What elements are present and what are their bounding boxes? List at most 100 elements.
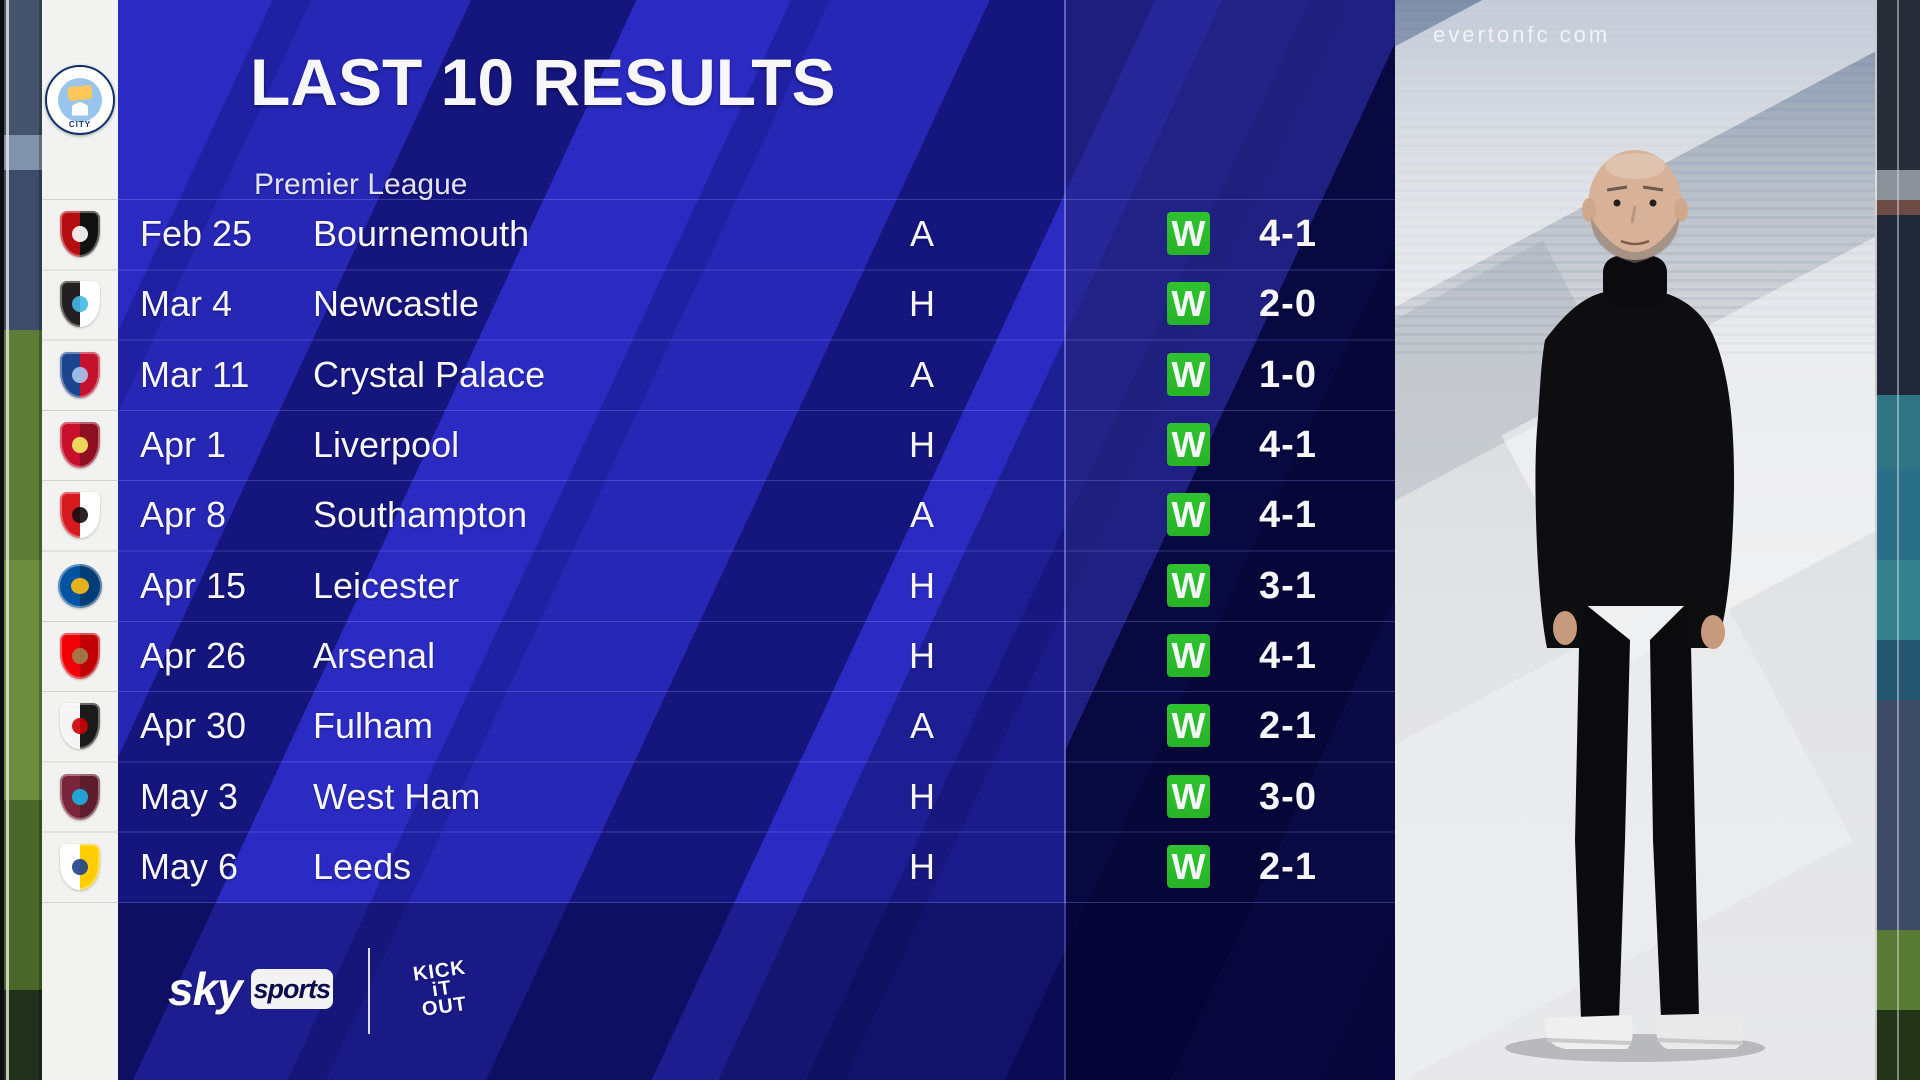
sky-logo-text: sky: [168, 963, 243, 1015]
venue-indicator: H: [909, 565, 935, 606]
liverpool-badge-icon: [60, 422, 100, 468]
opponent-name: Crystal Palace: [313, 354, 546, 395]
footer-divider-line: [368, 948, 370, 1034]
venue-indicator: H: [909, 635, 935, 676]
table-row: May 3 West Ham H W 3-0: [118, 762, 1395, 832]
venue-indicator: A: [909, 213, 934, 254]
table-row: Mar 4 Newcastle H W 2-0: [118, 269, 1395, 339]
opponent-badge-cell-leeds: [42, 832, 118, 902]
match-score: 2-1: [1259, 705, 1317, 747]
match-score: 4-1: [1259, 635, 1317, 677]
table-row: Apr 1 Liverpool H W 4-1: [118, 410, 1395, 480]
arsenal-badge-icon: [60, 633, 100, 679]
match-score: 4-1: [1259, 424, 1317, 466]
bournemouth-badge-icon: [60, 211, 100, 257]
west-ham-badge-icon: [60, 774, 100, 820]
manchester-city-badge: CITY: [45, 64, 115, 135]
manager-photo-area: evertonfc com: [1395, 0, 1875, 1080]
win-badge: W: [1167, 775, 1210, 818]
win-badge: W: [1167, 493, 1210, 536]
opponent-name: Fulham: [313, 705, 434, 746]
opponent-name: Leicester: [313, 565, 460, 606]
match-date: Mar 4: [140, 283, 233, 324]
venue-indicator: H: [909, 776, 935, 817]
leeds-badge-icon: [60, 844, 100, 890]
kick-it-out-line3: OUT: [420, 992, 469, 1021]
stadium-advert-text: evertonfc com: [1433, 22, 1611, 47]
table-row: Apr 8 Southampton A W 4-1: [118, 480, 1395, 550]
table-row: Apr 15 Leicester H W 3-1: [118, 551, 1395, 621]
results-panel: LAST 10 RESULTS Premier League Feb 25 Bo…: [118, 0, 1395, 1080]
city-badge-text: CITY: [68, 119, 92, 129]
match-score: 3-1: [1259, 565, 1317, 607]
opponent-name: Southampton: [313, 494, 528, 535]
frame-edge-line: [0, 0, 4, 1080]
venue-indicator: A: [909, 705, 934, 746]
venue-indicator: A: [909, 354, 934, 395]
win-badge: W: [1167, 634, 1210, 677]
match-date: May 3: [140, 776, 239, 817]
table-row: Apr 26 Arsenal H W 4-1: [118, 621, 1395, 691]
match-score: 4-1: [1259, 213, 1317, 255]
match-date: Apr 15: [140, 565, 247, 606]
table-row: Mar 11 Crystal Palace A W 1-0: [118, 340, 1395, 410]
column-divider-line: [1064, 0, 1066, 1080]
match-score: 2-1: [1259, 846, 1317, 888]
badge-cell-separators: [42, 199, 118, 904]
table-row: Apr 30 Fulham A W 2-1: [118, 691, 1395, 761]
venue-indicator: H: [909, 424, 935, 465]
team-badge-column: CITY: [42, 0, 118, 1080]
leicester-badge-icon: [58, 564, 102, 608]
match-score: 1-0: [1259, 354, 1317, 396]
match-score: 3-0: [1259, 776, 1317, 818]
opponent-badge-cell-west-ham: [42, 762, 118, 832]
opponent-name: Bournemouth: [313, 213, 530, 254]
opponent-name: Liverpool: [313, 424, 460, 465]
crystal-palace-badge-icon: [60, 352, 100, 398]
frame-highlight-line: [6, 0, 9, 1080]
match-score: 2-0: [1259, 283, 1317, 325]
match-date: Mar 11: [140, 354, 250, 395]
opponent-name: Newcastle: [313, 283, 480, 324]
opponent-badge-cell-leicester: [42, 551, 118, 621]
score-column-shade: [1065, 0, 1395, 1080]
match-date: Apr 30: [140, 705, 247, 746]
sports-logo-box: sports: [250, 969, 333, 1009]
opponent-name: West Ham: [313, 776, 481, 817]
win-badge: W: [1167, 212, 1210, 255]
match-date: Apr 8: [140, 494, 227, 535]
opponent-badge-cell-newcastle: [42, 269, 118, 339]
southampton-badge-icon: [60, 492, 100, 538]
win-badge: W: [1167, 282, 1210, 325]
win-badge: W: [1167, 704, 1210, 747]
fulham-badge-icon: [60, 703, 100, 749]
win-badge: W: [1167, 564, 1210, 607]
frame-highlight-line: [1875, 0, 1877, 1080]
opponent-badge-cell-bournemouth: [42, 199, 118, 269]
match-date: Apr 26: [140, 635, 247, 676]
pep-guardiola-photo: [1505, 150, 1765, 1062]
opponent-name: Arsenal: [313, 635, 436, 676]
opponent-badge-cell-crystal-palace: [42, 340, 118, 410]
match-date: Apr 1: [140, 424, 227, 465]
broadcast-video-right-edge: [1875, 0, 1920, 1080]
strip-shadow-line: [39, 0, 42, 1080]
city-badge-inner: [58, 77, 102, 122]
opponent-name: Leeds: [313, 846, 412, 887]
table-row: May 6 Leeds H W 2-1: [118, 832, 1395, 902]
frame-highlight-line: [1897, 0, 1899, 1080]
page-subtitle: Premier League: [254, 168, 468, 201]
page-title: LAST 10 RESULTS: [250, 45, 836, 119]
match-date: May 6: [140, 846, 239, 887]
venue-indicator: H: [909, 846, 935, 887]
sports-logo-text: sports: [253, 973, 331, 1004]
opponent-badge-cell-fulham: [42, 691, 118, 761]
opponent-badge-cell-liverpool: [42, 410, 118, 480]
match-date: Feb 25: [140, 213, 253, 254]
newcastle-badge-icon: [60, 281, 100, 327]
opponent-badge-cell-arsenal: [42, 621, 118, 691]
venue-indicator: A: [909, 494, 934, 535]
venue-indicator: H: [909, 283, 935, 324]
win-badge: W: [1167, 845, 1210, 888]
